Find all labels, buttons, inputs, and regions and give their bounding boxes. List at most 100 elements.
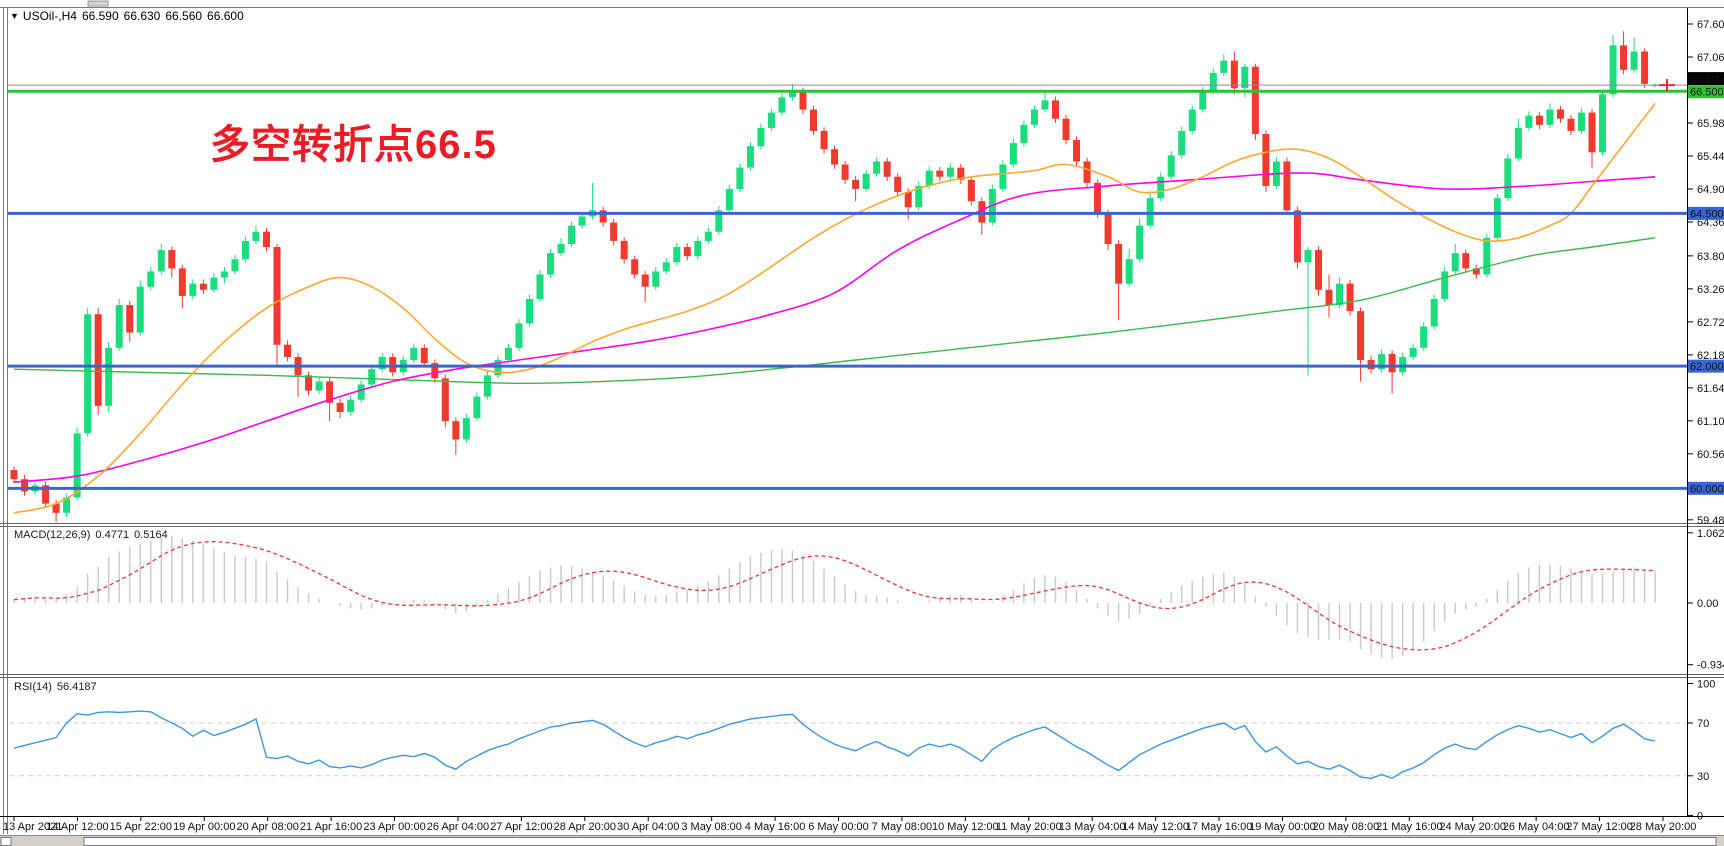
- horizontal-scrollbar[interactable]: [0, 835, 1724, 846]
- price-badge-60.000: 60.000: [1688, 481, 1724, 495]
- svg-text:23 Apr 00:00: 23 Apr 00:00: [363, 821, 425, 833]
- candle: [483, 371, 491, 400]
- candle: [347, 395, 355, 416]
- svg-text:27 Apr 12:00: 27 Apr 12:00: [490, 821, 552, 833]
- svg-text:11 May 20:00: 11 May 20:00: [996, 821, 1062, 833]
- svg-text:20 May 08:00: 20 May 08:00: [1313, 821, 1380, 833]
- candle: [778, 93, 786, 116]
- candle: [704, 227, 712, 244]
- candle: [725, 184, 733, 214]
- svg-text:63.805: 63.805: [1697, 251, 1724, 263]
- candle: [967, 176, 975, 206]
- candle: [946, 163, 954, 180]
- candle: [305, 371, 313, 396]
- candle: [1104, 209, 1112, 251]
- panel-splitter-rsi[interactable]: [0, 674, 1724, 678]
- ohlc-open: 66.590: [81, 9, 119, 23]
- candle: [683, 243, 691, 261]
- macd-name: MACD(12,26,9): [14, 529, 91, 541]
- candle: [525, 294, 533, 327]
- price-badge-62.000: 62.000: [1688, 359, 1724, 373]
- svg-text:67.600: 67.600: [1697, 19, 1724, 31]
- candle: [1167, 151, 1175, 180]
- candle: [557, 237, 565, 257]
- candle: [873, 157, 881, 177]
- svg-text:15 Apr 22:00: 15 Apr 22:00: [110, 821, 172, 833]
- svg-text:61.105: 61.105: [1697, 416, 1724, 428]
- candle: [1314, 246, 1322, 296]
- candle: [336, 398, 344, 419]
- candle: [610, 218, 618, 246]
- candle: [820, 127, 828, 154]
- price-badge-64.500: 64.500: [1688, 206, 1724, 220]
- rsi-line: [13, 710, 1656, 780]
- candle: [147, 267, 155, 290]
- price-badge-66.600: 66.600: [1688, 72, 1724, 86]
- candle: [1041, 91, 1049, 113]
- candle: [1125, 248, 1133, 287]
- candle: [1577, 108, 1585, 134]
- svg-text:13 Apr 2021: 13 Apr 2021: [3, 821, 62, 833]
- candle: [1451, 243, 1459, 275]
- svg-text:19 May 00:00: 19 May 00:00: [1249, 821, 1316, 833]
- candle: [694, 236, 702, 260]
- candle: [1609, 34, 1617, 98]
- svg-text:28 Apr 20:00: 28 Apr 20:00: [554, 821, 616, 833]
- svg-text:64.900: 64.900: [1697, 184, 1724, 196]
- candle: [231, 254, 239, 275]
- macd-indicator-label: MACD(12,26,9) 0.4771 0.5164: [14, 529, 173, 541]
- svg-text:64.360: 64.360: [1697, 217, 1724, 229]
- ma-orange-line: [13, 102, 1656, 514]
- candle: [1304, 247, 1312, 376]
- candle: [1504, 154, 1512, 202]
- candle: [1514, 118, 1522, 162]
- symbol-dropdown-icon[interactable]: ▼: [10, 11, 19, 21]
- candle: [915, 181, 923, 211]
- candle: [1293, 206, 1301, 269]
- svg-text:61.645: 61.645: [1697, 383, 1724, 395]
- candle: [1357, 307, 1365, 382]
- ohlc-close: 66.600: [207, 9, 244, 23]
- candle: [1051, 96, 1059, 123]
- candle: [1283, 157, 1291, 215]
- panel-splitter-macd[interactable]: [0, 523, 1724, 527]
- candle: [1567, 115, 1575, 136]
- candle: [252, 225, 260, 244]
- candle: [94, 308, 102, 416]
- svg-text:4 May 16:00: 4 May 16:00: [745, 821, 806, 833]
- ma-green-line: [13, 237, 1656, 385]
- candle: [1146, 190, 1154, 229]
- svg-text:14 May 12:00: 14 May 12:00: [1122, 821, 1189, 833]
- svg-text:21 Apr 16:00: 21 Apr 16:00: [300, 821, 362, 833]
- candle: [410, 343, 418, 364]
- candle: [631, 255, 639, 279]
- candle: [315, 377, 323, 395]
- candle: [547, 248, 555, 278]
- candle: [84, 308, 92, 437]
- candle: [736, 163, 744, 193]
- candle: [1546, 103, 1554, 128]
- svg-text:26 Apr 04:00: 26 Apr 04:00: [427, 821, 489, 833]
- svg-text:30 Apr 04:00: 30 Apr 04:00: [617, 821, 679, 833]
- candle: [157, 243, 165, 275]
- candle: [368, 364, 376, 388]
- candle: [1462, 249, 1470, 273]
- svg-text:30: 30: [1697, 771, 1709, 783]
- candle: [1588, 108, 1596, 168]
- candle: [1620, 31, 1628, 75]
- horizontal-lines-layer[interactable]: [8, 84, 1687, 490]
- candle: [241, 236, 249, 263]
- candle: [515, 319, 523, 351]
- chart-annotation-text[interactable]: 多空转折点66.5: [210, 123, 497, 167]
- candle: [1157, 172, 1165, 202]
- candle: [1188, 105, 1196, 134]
- svg-text:-0.9347: -0.9347: [1697, 660, 1724, 672]
- price-axis[interactable]: 67.600 67.060 65.980 65.440 64.900 64.360 63.8…: [1687, 8, 1724, 816]
- candle: [999, 160, 1007, 193]
- candle: [284, 340, 292, 362]
- macd-axis[interactable]: 1.0629 0.00 -0.9347: [1687, 528, 1724, 672]
